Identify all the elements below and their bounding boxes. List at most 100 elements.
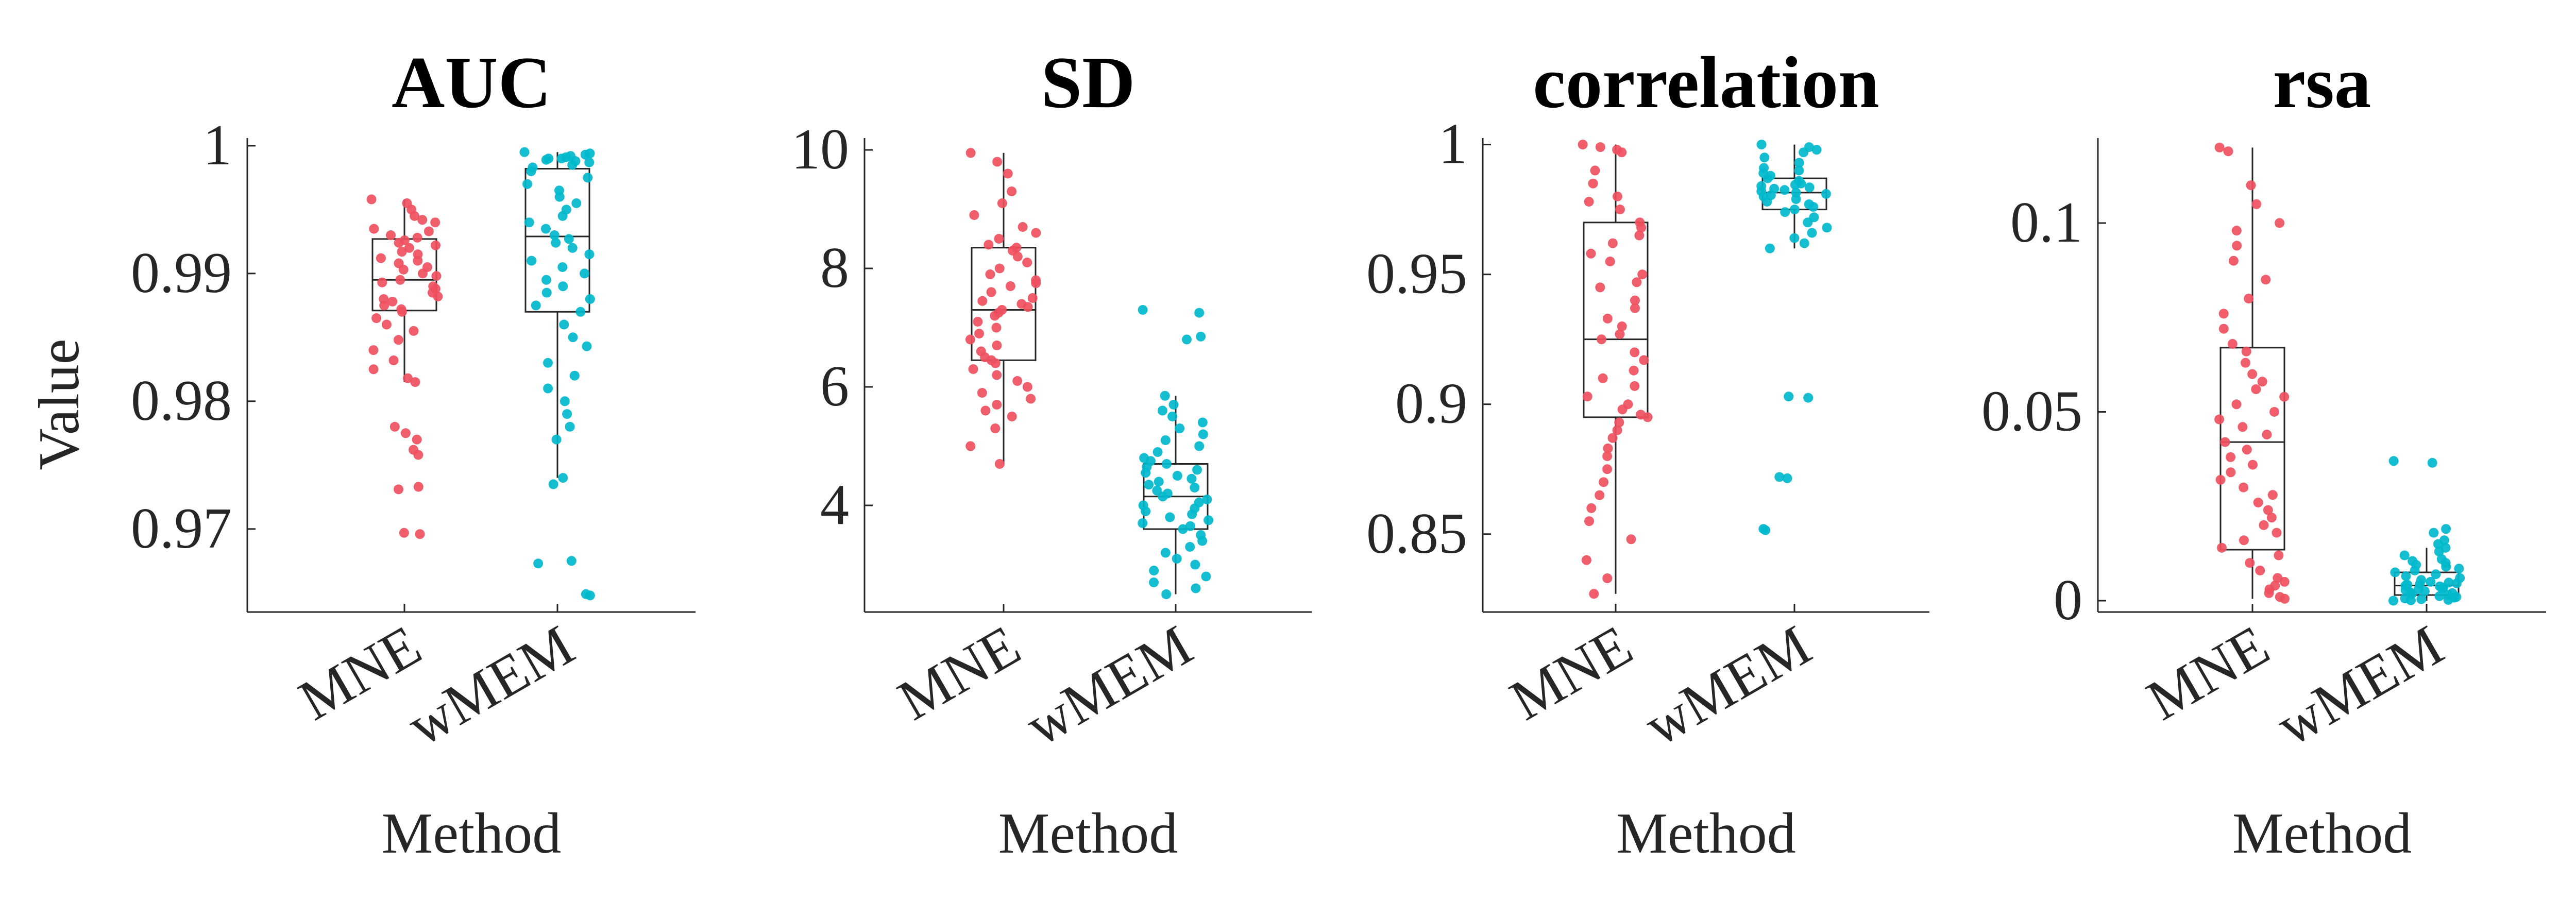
data-point xyxy=(1031,278,1041,288)
data-point xyxy=(1807,228,1817,238)
data-point xyxy=(381,319,392,330)
data-point xyxy=(522,179,532,189)
data-point xyxy=(1144,480,1154,490)
data-point xyxy=(1172,554,1182,564)
data-point xyxy=(1160,548,1171,558)
data-point xyxy=(2454,564,2464,574)
data-point xyxy=(1185,542,1195,552)
data-point xyxy=(994,234,1004,244)
data-point xyxy=(387,296,398,307)
data-point xyxy=(1190,483,1200,493)
data-point xyxy=(1153,447,1163,457)
data-point xyxy=(1012,251,1023,262)
box-iqr xyxy=(524,168,590,313)
y-tick-label: 10 xyxy=(791,117,849,181)
data-point xyxy=(557,211,568,221)
data-point xyxy=(1630,347,1640,358)
y-tick-label: 0 xyxy=(2054,568,2082,632)
data-point xyxy=(2255,565,2265,575)
data-point xyxy=(1201,571,1211,582)
data-point xyxy=(560,396,570,406)
data-point xyxy=(2223,146,2233,157)
data-point xyxy=(1595,142,1605,152)
data-point xyxy=(551,237,561,248)
data-point xyxy=(2231,226,2242,236)
data-point xyxy=(1007,412,1017,421)
data-point xyxy=(2390,567,2400,578)
data-point xyxy=(990,423,1001,433)
data-point xyxy=(992,341,1002,350)
data-point xyxy=(557,262,568,272)
data-point xyxy=(1612,191,1622,201)
x-category-label: MNE xyxy=(2137,613,2280,733)
data-point xyxy=(1799,238,1809,248)
data-point xyxy=(990,358,1001,368)
data-point xyxy=(2261,275,2271,285)
data-point xyxy=(2228,256,2239,266)
data-point xyxy=(549,230,560,240)
data-point xyxy=(1590,165,1600,176)
data-point xyxy=(413,256,423,266)
data-point xyxy=(1178,524,1188,534)
data-point xyxy=(1808,202,1819,212)
data-point xyxy=(1584,516,1594,527)
data-point xyxy=(2214,414,2225,424)
data-point xyxy=(2272,528,2282,538)
data-point xyxy=(2280,593,2290,604)
data-point xyxy=(584,249,595,260)
data-point xyxy=(558,281,568,292)
data-point xyxy=(977,388,987,398)
data-point xyxy=(2279,576,2290,587)
data-point xyxy=(394,484,403,495)
data-point xyxy=(2279,392,2290,402)
data-point xyxy=(431,271,442,281)
data-point xyxy=(404,243,414,253)
data-point xyxy=(379,300,389,311)
data-point xyxy=(1803,217,1813,228)
data-point xyxy=(413,450,423,460)
data-point xyxy=(1149,566,1159,575)
data-point xyxy=(541,155,551,165)
data-point xyxy=(1612,425,1622,435)
data-point xyxy=(564,234,574,244)
data-point xyxy=(2259,520,2269,530)
data-point xyxy=(1794,158,1804,168)
data-point xyxy=(2419,586,2430,597)
data-point xyxy=(2246,180,2256,191)
data-point xyxy=(1589,589,1599,599)
data-point xyxy=(1175,423,1185,433)
data-point xyxy=(2257,377,2267,387)
data-point xyxy=(519,147,530,157)
data-point xyxy=(1187,473,1197,484)
data-point xyxy=(2266,513,2277,523)
data-point xyxy=(1598,373,1608,383)
x-category-label: wMEM xyxy=(1015,613,1203,758)
data-point xyxy=(991,322,1002,333)
data-point xyxy=(1026,394,1036,404)
x-axis-label: Method xyxy=(998,802,1178,865)
data-point xyxy=(2427,457,2437,468)
data-point xyxy=(433,292,443,301)
y-tick-label: 0.1 xyxy=(2010,191,2082,254)
y-tick-label: 6 xyxy=(820,354,849,418)
data-point xyxy=(1765,243,1775,253)
data-point xyxy=(580,149,590,160)
data-point xyxy=(393,335,403,345)
data-point xyxy=(1158,491,1168,502)
y-tick-label: 0.98 xyxy=(131,369,232,433)
data-point xyxy=(2239,535,2249,546)
data-point xyxy=(400,428,411,438)
data-point xyxy=(1603,443,1613,453)
data-point xyxy=(1165,512,1175,522)
data-point xyxy=(1803,393,1814,403)
data-point xyxy=(562,409,572,419)
y-tick-label: 0.95 xyxy=(1366,242,1467,306)
data-point xyxy=(1789,233,1800,243)
chart-title: correlation xyxy=(1533,42,1879,123)
data-point xyxy=(2239,482,2249,493)
data-point xyxy=(1607,238,1618,248)
data-point xyxy=(1194,308,1205,318)
